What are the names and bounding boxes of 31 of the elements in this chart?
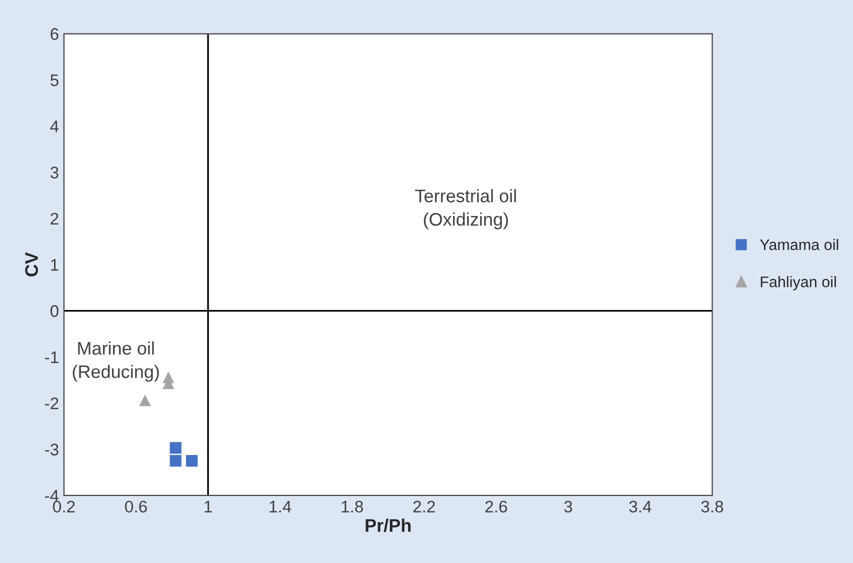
x-tick-label: 1.4 (270, 500, 292, 512)
x-tick-label: 0.2 (53, 500, 75, 513)
point (170, 455, 182, 467)
x-tick-label: 2.6 (485, 500, 508, 513)
y-tick-label: 0 (50, 305, 58, 317)
point (139, 394, 151, 406)
y-tick-label: 1 (51, 259, 58, 271)
x-tick-label: 1 (204, 500, 212, 512)
legend-label: Fahliyan oil (760, 276, 836, 290)
x-tick-label: 2.2 (413, 500, 435, 512)
y-tick-label: -1 (45, 352, 58, 363)
y-axis-title: CV (25, 252, 38, 276)
y-tick-label: 3 (50, 166, 58, 178)
y-tick-label: 2 (50, 212, 58, 224)
x-tick-label: 3.4 (629, 500, 652, 513)
y-tick-label: -4 (45, 490, 59, 502)
point (170, 442, 182, 454)
y-tick-label: 6 (50, 28, 58, 40)
annotation: Marine oil (Reducing) (72, 341, 159, 382)
x-tick-label: 3 (564, 500, 572, 513)
x-tick-label: 0.6 (125, 500, 147, 513)
x-axis-title: Pr/Ph (366, 518, 411, 532)
annotation: Terrestrial oil (Oxidizing) (415, 189, 516, 230)
y-tick-label: 4 (50, 120, 59, 132)
x-tick-label: 3.8 (701, 500, 724, 513)
x-tick-label: 1.8 (342, 500, 363, 513)
y-tick-label: -3 (45, 444, 58, 456)
y-tick-label: 5 (50, 74, 58, 86)
legend-label: Yamama oil (760, 238, 838, 250)
point (186, 455, 198, 467)
y-tick-label: -2 (45, 398, 58, 410)
